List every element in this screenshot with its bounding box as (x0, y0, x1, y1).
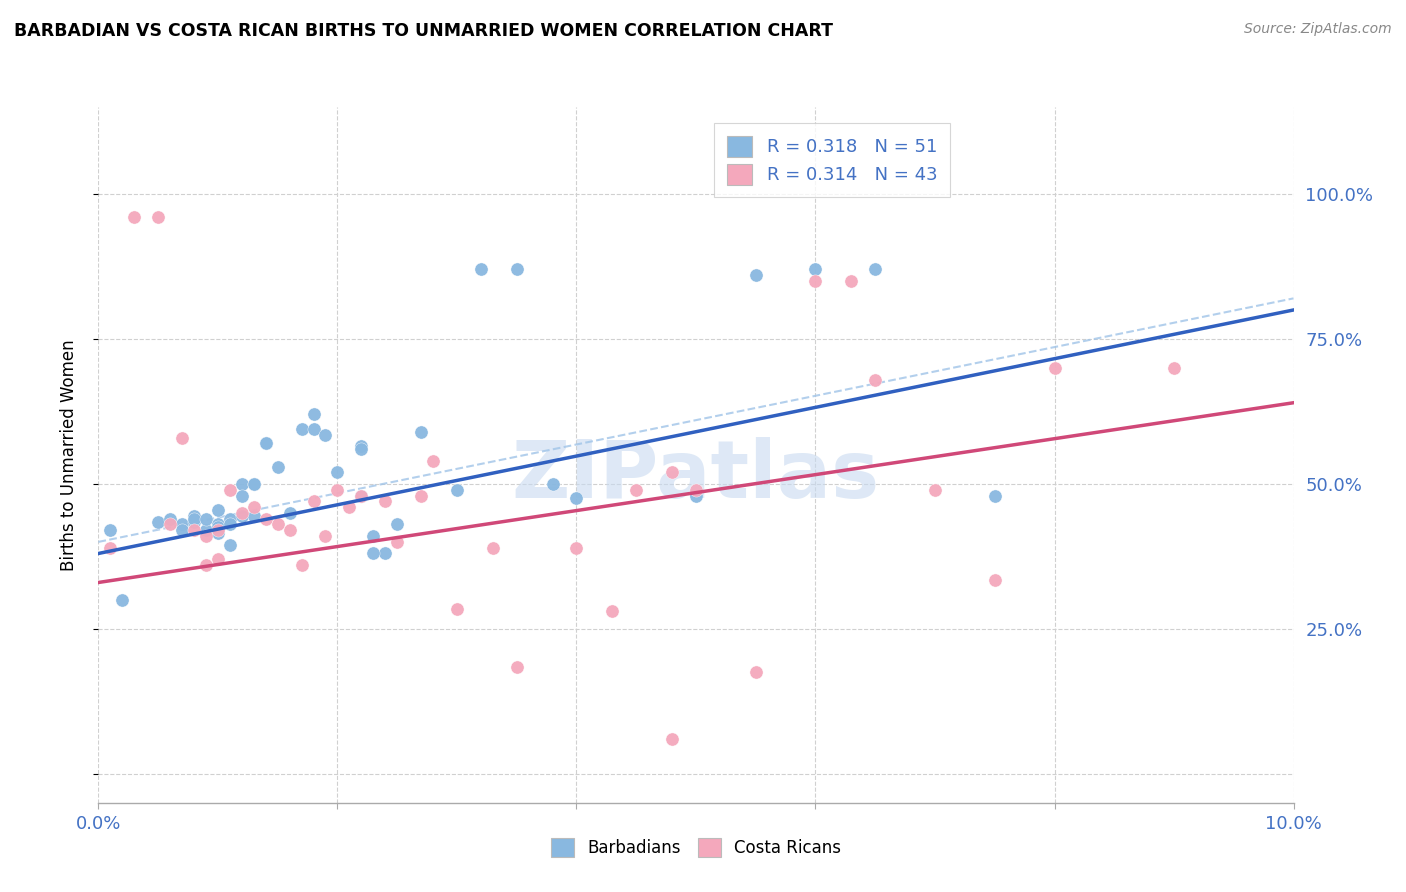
Point (219, 511, 242, 525)
Point (685, 489, 707, 503)
Point (602, 605, 624, 619)
Point (363, 546, 385, 561)
Point (231, 476, 253, 491)
Point (267, 517, 290, 532)
Point (565, 541, 588, 555)
Point (804, 274, 827, 288)
Point (207, 517, 229, 532)
Point (374, 546, 396, 561)
Point (278, 506, 301, 520)
Point (302, 407, 325, 421)
Point (195, 523, 218, 537)
Point (100, 523, 122, 537)
Point (291, 422, 314, 436)
Point (374, 494, 396, 508)
Point (339, 500, 360, 514)
Point (326, 483, 349, 497)
Point (350, 489, 373, 503)
Point (350, 489, 373, 503)
Point (207, 520, 229, 534)
Point (207, 503, 229, 517)
Point (685, 483, 707, 497)
Point (219, 538, 242, 552)
Point (183, 511, 205, 525)
Point (422, 453, 444, 467)
Point (865, 262, 887, 277)
Point (385, 517, 409, 532)
Point (148, 211, 170, 225)
Point (626, 483, 648, 497)
Point (278, 523, 301, 537)
Point (506, 262, 529, 277)
Point (207, 526, 229, 541)
Point (172, 431, 194, 445)
Point (124, 211, 146, 225)
Point (363, 529, 385, 543)
Point (195, 558, 218, 573)
Point (446, 483, 468, 497)
Point (111, 592, 134, 607)
Point (172, 517, 194, 532)
Legend: Barbadians, Costa Ricans: Barbadians, Costa Ricans (544, 831, 848, 864)
Point (231, 508, 253, 523)
Point (254, 436, 277, 450)
Point (865, 373, 887, 387)
Point (411, 425, 433, 439)
Point (984, 489, 1007, 503)
Point (745, 268, 768, 282)
Point (661, 466, 683, 480)
Y-axis label: Births to Unmarried Women: Births to Unmarried Women (59, 339, 77, 571)
Point (207, 552, 229, 566)
Point (207, 523, 229, 537)
Point (411, 489, 433, 503)
Point (984, 573, 1007, 587)
Point (661, 731, 683, 746)
Point (924, 483, 946, 497)
Text: ZIPatlas: ZIPatlas (512, 437, 880, 515)
Point (1163, 361, 1185, 376)
Point (315, 427, 337, 442)
Point (745, 665, 768, 680)
Point (243, 508, 266, 523)
Point (231, 489, 253, 503)
Point (219, 483, 242, 497)
Point (243, 500, 266, 514)
Point (195, 511, 218, 525)
Point (302, 494, 325, 508)
Point (350, 439, 373, 453)
Point (254, 511, 277, 525)
Text: Source: ZipAtlas.com: Source: ZipAtlas.com (1244, 22, 1392, 37)
Text: BARBADIAN VS COSTA RICAN BIRTHS TO UNMARRIED WOMEN CORRELATION CHART: BARBADIAN VS COSTA RICAN BIRTHS TO UNMAR… (14, 22, 834, 40)
Point (291, 558, 314, 573)
Point (219, 517, 242, 532)
Point (481, 541, 505, 555)
Point (565, 491, 588, 506)
Point (159, 511, 181, 525)
Point (506, 659, 529, 673)
Point (841, 274, 863, 288)
Point (315, 529, 337, 543)
Point (148, 515, 170, 529)
Point (326, 466, 349, 480)
Point (100, 541, 122, 555)
Point (254, 436, 277, 450)
Point (470, 262, 492, 277)
Point (350, 442, 373, 456)
Point (195, 529, 218, 543)
Point (302, 422, 325, 436)
Point (243, 476, 266, 491)
Point (541, 476, 564, 491)
Point (183, 515, 205, 529)
Point (159, 517, 181, 532)
Point (385, 534, 409, 549)
Point (183, 523, 205, 537)
Point (172, 523, 194, 537)
Point (1043, 361, 1066, 376)
Point (183, 508, 205, 523)
Point (446, 601, 468, 615)
Point (231, 506, 253, 520)
Point (243, 476, 266, 491)
Point (267, 459, 290, 474)
Point (804, 262, 827, 277)
